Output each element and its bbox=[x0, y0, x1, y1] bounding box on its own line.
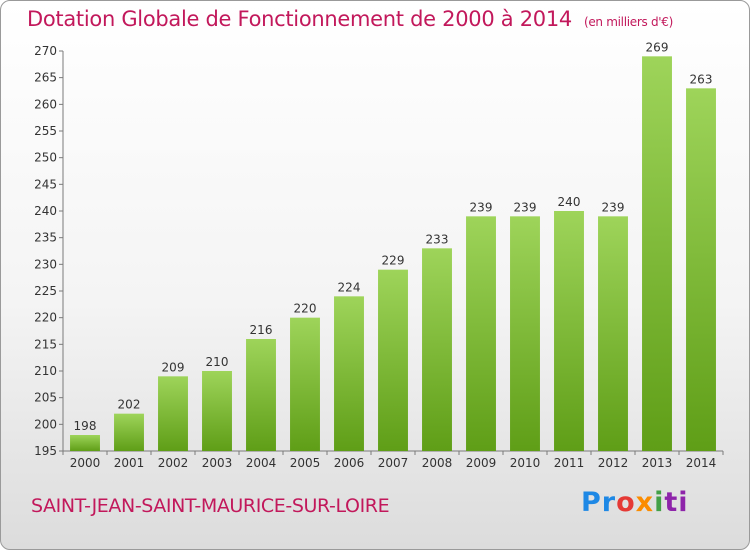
x-tick-label: 2010 bbox=[510, 456, 541, 470]
bar-value-label: 269 bbox=[646, 40, 669, 54]
bar-value-label: 202 bbox=[118, 398, 141, 412]
bar bbox=[290, 317, 320, 451]
bar-value-label: 198 bbox=[74, 419, 97, 433]
bar bbox=[202, 371, 232, 451]
y-tick-label: 215 bbox=[34, 337, 57, 351]
x-tick-label: 2001 bbox=[114, 456, 145, 470]
x-tick-label: 2003 bbox=[202, 456, 233, 470]
y-tick-label: 200 bbox=[34, 417, 57, 431]
y-tick-label: 235 bbox=[34, 231, 57, 245]
bar bbox=[510, 216, 540, 451]
axis-layer: 195 200 205 210 215 220 225 230 235 240 245 250 255 2… bbox=[34, 44, 724, 458]
chart-unit-label: (en milliers d'€) bbox=[583, 15, 673, 29]
y-tick-label: 260 bbox=[34, 97, 57, 111]
x-tick-label: 2002 bbox=[158, 456, 189, 470]
logo-part-4: i bbox=[654, 487, 665, 518]
bar bbox=[114, 413, 144, 451]
x-tick-label: 2005 bbox=[290, 456, 321, 470]
x-tick-label: 2014 bbox=[686, 456, 717, 470]
x-tick-label: 2013 bbox=[642, 456, 673, 470]
bar bbox=[466, 216, 496, 451]
logo-part-3: x bbox=[635, 487, 655, 518]
x-tick-label: 2009 bbox=[466, 456, 497, 470]
chart-title-text: Dotation Globale de Fonctionnement de 20… bbox=[27, 7, 572, 31]
y-tick-label: 225 bbox=[34, 284, 57, 298]
y-tick-label: 255 bbox=[34, 124, 57, 138]
x-tick-label: 2006 bbox=[334, 456, 365, 470]
bar-value-label: 263 bbox=[690, 72, 713, 86]
bar bbox=[598, 216, 628, 451]
x-tick-label: 2011 bbox=[554, 456, 585, 470]
bar-layer bbox=[70, 56, 716, 451]
proxiti-logo[interactable]: Proxiti bbox=[581, 487, 689, 518]
bar-value-label: 239 bbox=[470, 200, 493, 214]
y-tick-label: 250 bbox=[34, 151, 57, 165]
y-tick-label: 195 bbox=[34, 444, 57, 458]
bar bbox=[642, 56, 672, 451]
y-tick-label: 210 bbox=[34, 364, 57, 378]
y-tick-label: 240 bbox=[34, 204, 57, 218]
logo-part-1: Pr bbox=[581, 487, 617, 518]
bar bbox=[334, 296, 364, 451]
y-tick-label: 230 bbox=[34, 257, 57, 271]
bar-value-label: 239 bbox=[602, 200, 625, 214]
bar-value-label: 224 bbox=[338, 280, 361, 294]
bar bbox=[422, 248, 452, 451]
chart-title: Dotation Globale de Fonctionnement de 20… bbox=[27, 7, 673, 31]
bar bbox=[246, 339, 276, 451]
x-tick-label: 2007 bbox=[378, 456, 409, 470]
bar-value-label: 229 bbox=[382, 254, 405, 268]
y-tick-label: 270 bbox=[34, 44, 57, 58]
bar-value-label: 209 bbox=[162, 360, 185, 374]
y-tick-label: 205 bbox=[34, 391, 57, 405]
x-tick-label: 2000 bbox=[70, 456, 101, 470]
y-tick-label: 245 bbox=[34, 177, 57, 191]
logo-part-2: o bbox=[616, 487, 636, 518]
label-layer: 2000 198 2001 202 2002 209 2003 210 2004 216 2005 2… bbox=[70, 40, 717, 470]
bar bbox=[70, 435, 100, 451]
bar bbox=[686, 88, 716, 451]
bar-value-label: 239 bbox=[514, 200, 537, 214]
bar bbox=[378, 269, 408, 451]
bar-value-label: 216 bbox=[250, 323, 273, 337]
bar-value-label: 210 bbox=[206, 355, 229, 369]
bar-value-label: 233 bbox=[426, 232, 449, 246]
bar-value-label: 240 bbox=[558, 195, 581, 209]
bar bbox=[554, 211, 584, 451]
commune-name: SAINT-JEAN-SAINT-MAURICE-SUR-LOIRE bbox=[31, 495, 390, 517]
y-tick-label: 265 bbox=[34, 71, 57, 85]
x-tick-label: 2012 bbox=[598, 456, 629, 470]
x-tick-label: 2008 bbox=[422, 456, 453, 470]
bar bbox=[158, 376, 188, 451]
x-tick-label: 2004 bbox=[246, 456, 277, 470]
bar-value-label: 220 bbox=[294, 302, 317, 316]
logo-part-5: ti bbox=[664, 487, 689, 518]
y-tick-label: 220 bbox=[34, 311, 57, 325]
